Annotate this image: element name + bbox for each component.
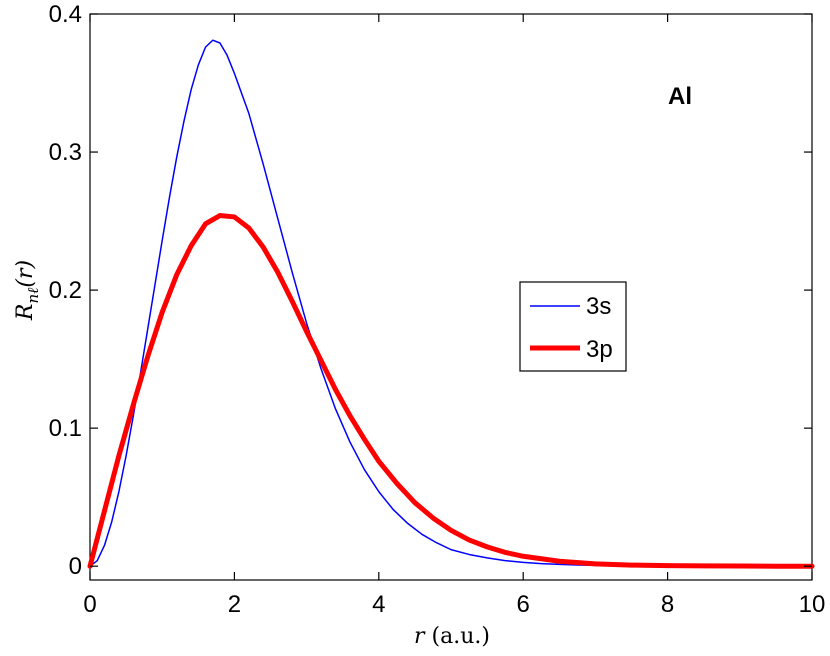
legend-label-3s: 3s: [586, 293, 611, 320]
legend: 3s 3p: [519, 281, 627, 372]
y-tick-label: 0.2: [49, 277, 82, 304]
y-tick-label: 0.3: [49, 139, 82, 166]
x-tick-label: 4: [372, 591, 385, 618]
x-tick-label: 2: [228, 591, 241, 618]
x-tick-label: 0: [83, 591, 96, 618]
series-layer: [87, 39, 815, 569]
y-tick-label: 0.1: [49, 415, 82, 442]
plot-area: 0 2 4 6 8 10 0 0.1 0.2 0.3 0.4: [49, 1, 826, 618]
x-tick-label: 6: [517, 591, 530, 618]
x-tick-label: 8: [661, 591, 674, 618]
legend-box: [519, 281, 627, 372]
ticks-layer: 0 2 4 6 8 10 0 0.1 0.2 0.3 0.4: [49, 1, 826, 618]
plot-frame: [89, 13, 813, 581]
series-line-3s: [89, 39, 813, 567]
element-annotation: Al: [668, 83, 692, 110]
series-line-3p: [87, 213, 815, 569]
y-axis-label: Rnℓ(r): [13, 260, 42, 321]
y-tick-label: 0: [69, 553, 82, 580]
x-tick-label: 10: [799, 591, 826, 618]
y-tick-label: 0.4: [49, 1, 82, 28]
x-axis-label: r (a.u.): [414, 624, 490, 649]
legend-label-3p: 3p: [586, 336, 613, 363]
